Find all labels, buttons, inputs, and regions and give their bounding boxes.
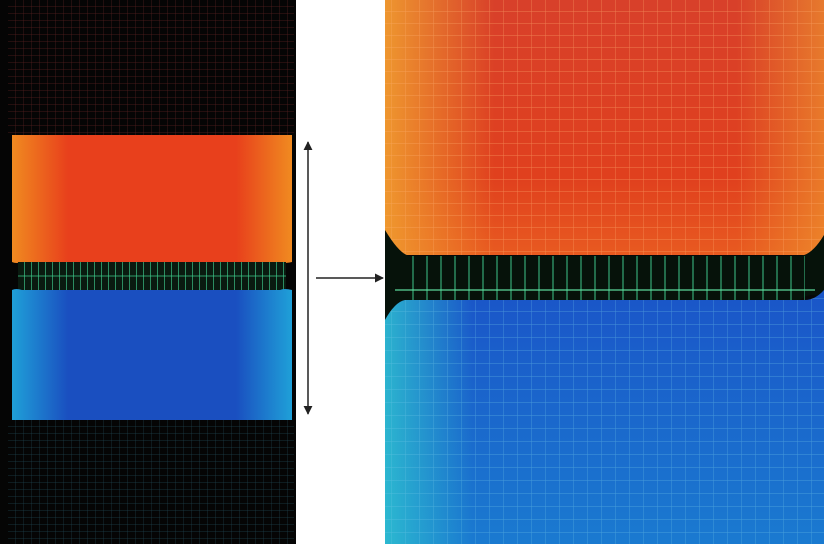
left-blue-block bbox=[12, 289, 292, 420]
right-red-mesh bbox=[385, 0, 824, 255]
left-lower-mesh bbox=[8, 420, 294, 544]
right-gap-mesh bbox=[405, 256, 805, 300]
page: Mesh deformation {} html, body { margin:… bbox=[0, 0, 824, 544]
figure bbox=[0, 0, 824, 544]
left-upper-mesh bbox=[8, 0, 294, 135]
page-body bbox=[0, 0, 824, 544]
right-blue-mesh bbox=[385, 290, 824, 544]
middle-gap bbox=[296, 0, 385, 544]
left-red-block bbox=[12, 135, 292, 263]
